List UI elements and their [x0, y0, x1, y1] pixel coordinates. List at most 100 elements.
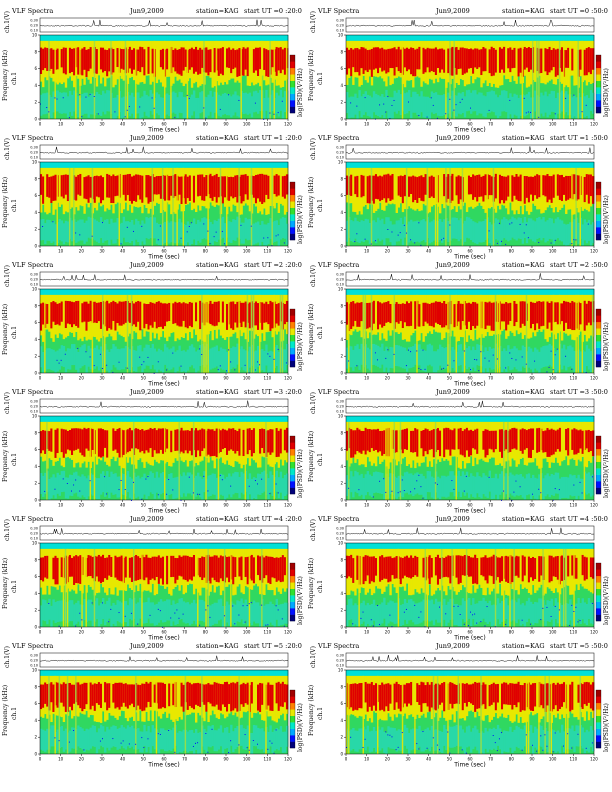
top-band-cell [269, 289, 272, 295]
freq-tick-label: 0 [34, 498, 37, 503]
low-band-cell [133, 224, 136, 246]
low-band-cell [141, 476, 144, 498]
spectrogram-column [46, 289, 49, 370]
red-band-cell [503, 46, 506, 73]
spectrogram-column [174, 416, 177, 499]
colorbar-segment [290, 233, 295, 241]
top-band-cell [277, 289, 281, 295]
red-band-cell [97, 428, 101, 457]
low-band-cell [97, 478, 101, 500]
low-band-cell [199, 476, 202, 498]
low-band-cell [401, 224, 405, 246]
top-band-cell [279, 35, 283, 41]
low-band-cell [71, 475, 74, 497]
red-band-cell [213, 48, 216, 73]
yellow-band-cell [352, 167, 355, 212]
low-noise-dot [389, 118, 391, 120]
top-band-cell [368, 162, 372, 168]
low-band-cell [482, 95, 485, 117]
red-band-cell [350, 429, 353, 458]
low-noise-dot [350, 102, 352, 104]
spectrogram-column [589, 289, 593, 373]
top-band-cell [474, 289, 477, 295]
red-band-cell [346, 175, 349, 195]
top-band-cell [137, 289, 140, 295]
top-band-cell [52, 416, 55, 422]
top-band-cell [106, 416, 109, 422]
strip-trace [39, 274, 289, 281]
low-band-cell [410, 97, 413, 119]
time-tick-label: 70 [182, 122, 188, 127]
low-band-cell [217, 94, 221, 116]
spectrogram-column [199, 289, 202, 366]
spectrogram-column [250, 416, 254, 500]
strip-tick-label: 0.10 [30, 283, 38, 287]
low-band-cell [149, 90, 152, 112]
sferic-streak [269, 40, 271, 119]
spectrogram-column [85, 35, 88, 114]
low-noise-dot [585, 372, 587, 374]
spectrogram-column [405, 35, 409, 114]
top-band-cell [184, 35, 188, 41]
top-band-cell [501, 162, 504, 168]
low-band-cell [192, 218, 196, 240]
low-band-cell [153, 217, 157, 239]
spectrogram-column [529, 35, 533, 119]
time-tick-label: 20 [79, 249, 85, 254]
spectrogram-column [68, 35, 72, 119]
red-band-cell [443, 174, 446, 197]
spectrogram-column [519, 35, 522, 116]
low-band-cell [556, 92, 560, 114]
red-band-cell [492, 47, 496, 76]
red-band-cell [517, 48, 520, 77]
top-band-cell [453, 162, 456, 168]
red-band-cell [509, 302, 512, 321]
red-band-cell [54, 302, 57, 325]
spectrogram-column [560, 162, 564, 242]
low-band-cell [211, 224, 214, 246]
spectrogram-column [434, 162, 438, 246]
low-band-cell [108, 223, 111, 245]
red-band-cell [527, 47, 531, 72]
top-band-cell [56, 416, 59, 422]
yellow-band-cell [279, 167, 283, 204]
time-tick-label: 10 [58, 503, 64, 508]
low-band-cell [529, 218, 533, 240]
red-band-cell [482, 47, 485, 72]
low-band-cell [554, 97, 558, 119]
low-band-cell [589, 351, 593, 373]
spectrogram-column [265, 416, 268, 500]
low-band-cell [397, 89, 401, 111]
spectrogram-column [73, 35, 76, 112]
low-band-cell [62, 470, 66, 492]
top-band-cell [556, 162, 560, 168]
low-band-cell [565, 224, 568, 246]
red-band-cell [534, 175, 537, 196]
strip-tick-label: 0.20 [336, 278, 344, 282]
top-band-cell [143, 162, 146, 168]
red-band-cell [182, 430, 185, 454]
spectrogram-column [188, 416, 192, 494]
top-band-cell [114, 35, 117, 41]
spectrogram-panel: VLF Spectra Jun9,2009 station=KAG start UT … [306, 385, 612, 515]
red-band-cell [478, 174, 481, 197]
low-band-cell [232, 219, 235, 241]
top-band-cell [356, 35, 359, 41]
low-noise-dot [565, 355, 567, 357]
top-band-cell [254, 289, 258, 295]
low-band-cell [226, 94, 229, 116]
sferic-streak [91, 294, 94, 373]
red-band-cell [89, 176, 92, 198]
time-tick-label: 100 [549, 249, 557, 254]
sferic-streak [447, 294, 449, 373]
top-band-cell [261, 416, 264, 422]
top-band-cell [414, 289, 417, 295]
sferic-streak [571, 167, 573, 246]
red-band-cell [118, 301, 121, 326]
spectrogram-column [399, 289, 403, 368]
top-band-cell [480, 289, 483, 295]
spectrogram-column [246, 35, 250, 115]
top-band-cell [285, 289, 289, 295]
red-band-cell [128, 302, 132, 323]
spectrogram-column [356, 162, 359, 243]
